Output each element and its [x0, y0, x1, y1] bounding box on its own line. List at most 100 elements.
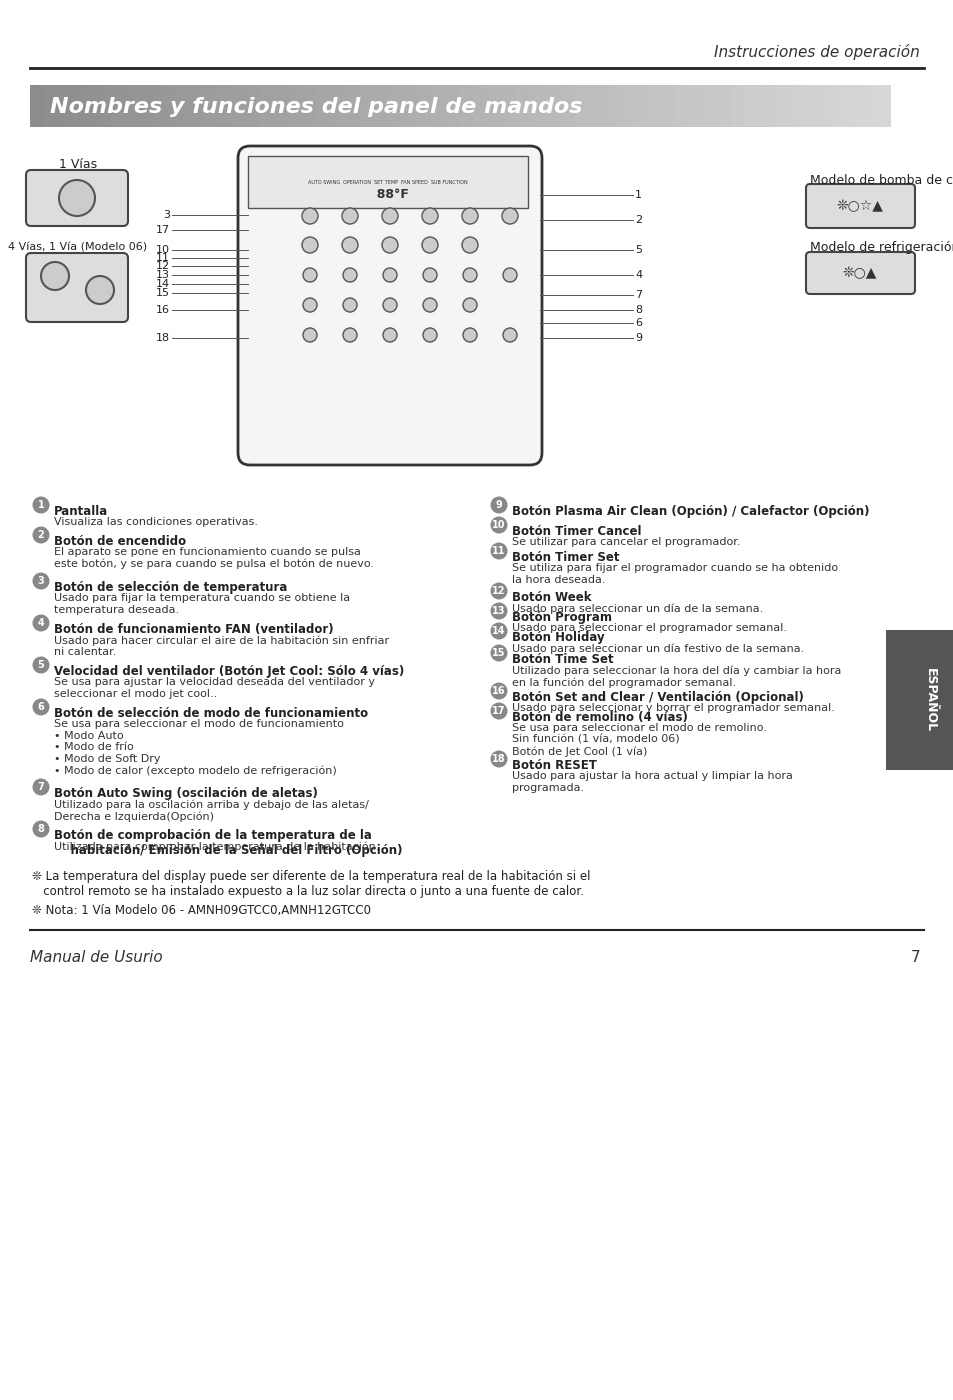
Circle shape [341, 209, 357, 224]
Text: Se utilizar para cancelar el programador.: Se utilizar para cancelar el programador… [512, 538, 740, 547]
Circle shape [421, 209, 437, 224]
Text: Visualiza las condiciones operativas.: Visualiza las condiciones operativas. [54, 517, 257, 526]
Text: 17: 17 [492, 707, 505, 717]
Bar [58, 85, 74, 127]
Bar [73, 85, 89, 127]
Bar [760, 85, 776, 127]
Circle shape [490, 644, 507, 662]
Text: 15: 15 [492, 648, 505, 658]
Bar [131, 85, 146, 127]
Text: 2: 2 [37, 531, 45, 540]
Text: Nombres y funciones del panel de mandos: Nombres y funciones del panel de mandos [50, 97, 582, 118]
Text: Pantalla: Pantalla [54, 505, 108, 518]
Text: Se usa para seleccionar el modo de funcionamiento
• Modo Auto
• Modo de frío
• M: Se usa para seleccionar el modo de funci… [54, 720, 343, 776]
Bar [231, 85, 246, 127]
Text: Botón Time Set: Botón Time Set [512, 652, 613, 666]
Bar [517, 85, 532, 127]
Bar [545, 85, 560, 127]
Bar [588, 85, 603, 127]
Text: Botón Set and Clear / Ventilación (Opcional): Botón Set and Clear / Ventilación (Opcio… [512, 692, 803, 704]
Bar [775, 85, 790, 127]
Circle shape [381, 237, 397, 253]
Bar [259, 85, 274, 127]
Text: 5: 5 [37, 661, 45, 671]
Text: Usado para seleccionar el programador semanal.: Usado para seleccionar el programador se… [512, 623, 786, 633]
Circle shape [303, 267, 316, 281]
Text: Usado para seleccionar un día festivo de la semana.: Usado para seleccionar un día festivo de… [512, 643, 803, 654]
Text: Botón Program: Botón Program [512, 610, 612, 624]
Text: 18: 18 [492, 755, 505, 764]
Bar [675, 85, 690, 127]
Text: Botón Week: Botón Week [512, 591, 591, 603]
Text: 3: 3 [37, 577, 45, 587]
FancyBboxPatch shape [805, 183, 914, 228]
Bar [316, 85, 332, 127]
Bar [660, 85, 676, 127]
Circle shape [341, 237, 357, 253]
Text: 8: 8 [37, 825, 45, 834]
Text: Botón Auto Swing (oscilación de aletas): Botón Auto Swing (oscilación de aletas) [54, 787, 317, 799]
Text: Modelo de refrigeración: Modelo de refrigeración [809, 241, 953, 255]
Bar [102, 85, 117, 127]
Circle shape [382, 298, 396, 312]
Circle shape [32, 699, 50, 715]
Bar [875, 85, 890, 127]
Bar [216, 85, 232, 127]
Circle shape [502, 267, 517, 281]
Text: 6: 6 [37, 703, 45, 713]
Bar [445, 85, 460, 127]
Circle shape [32, 820, 50, 837]
Circle shape [303, 328, 316, 342]
FancyBboxPatch shape [805, 252, 914, 294]
Circle shape [302, 237, 317, 253]
Circle shape [502, 328, 517, 342]
Bar [645, 85, 661, 127]
Text: 9: 9 [635, 333, 641, 343]
Bar [88, 85, 103, 127]
Bar [374, 85, 389, 127]
Text: Botón Timer Cancel: Botón Timer Cancel [512, 525, 640, 538]
Circle shape [32, 657, 50, 673]
Bar [602, 85, 618, 127]
Circle shape [32, 573, 50, 589]
Text: 12: 12 [155, 260, 170, 272]
Text: 3: 3 [163, 210, 170, 220]
Circle shape [382, 328, 396, 342]
Circle shape [490, 602, 507, 619]
Text: 10: 10 [156, 245, 170, 255]
Text: 4: 4 [635, 270, 641, 280]
FancyBboxPatch shape [237, 146, 541, 465]
Bar [559, 85, 575, 127]
Text: 14: 14 [155, 279, 170, 288]
Text: 8: 8 [635, 305, 641, 315]
Bar [288, 85, 303, 127]
Bar [732, 85, 747, 127]
Text: ❊ Nota: 1 Vía Modelo 06 - AMNH09GTCC0,AMNH12GTCC0: ❊ Nota: 1 Vía Modelo 06 - AMNH09GTCC0,AM… [32, 904, 371, 917]
Bar [345, 85, 360, 127]
Text: Usado para ajustar la hora actual y limpiar la hora
programada.: Usado para ajustar la hora actual y limp… [512, 771, 792, 792]
Bar [188, 85, 203, 127]
Bar [159, 85, 174, 127]
Bar [703, 85, 719, 127]
Circle shape [422, 267, 436, 281]
Circle shape [490, 703, 507, 720]
Circle shape [490, 623, 507, 640]
Text: 7: 7 [909, 951, 919, 965]
Text: 88°F: 88°F [367, 189, 408, 202]
Circle shape [86, 276, 113, 304]
Bar [689, 85, 704, 127]
Circle shape [343, 328, 356, 342]
Bar [245, 85, 260, 127]
Text: Botón de comprobación de la temperatura de la
    habitación/ Emisión de la Seña: Botón de comprobación de la temperatura … [54, 829, 402, 857]
Circle shape [490, 517, 507, 533]
Bar [617, 85, 633, 127]
Text: Utilizado para la oscilación arriba y debajo de las aletas/
Derecha e Izquierda(: Utilizado para la oscilación arriba y de… [54, 799, 369, 822]
Text: 1 Vías: 1 Vías [59, 158, 97, 172]
Text: 9: 9 [496, 501, 502, 511]
Bar [44, 85, 60, 127]
Text: ❊○☆▲: ❊○☆▲ [836, 199, 882, 213]
Text: ESPAÑOL: ESPAÑOL [923, 668, 936, 732]
Circle shape [462, 267, 476, 281]
Bar [502, 85, 517, 127]
Text: Velocidad del ventilador (Botón Jet Cool: Sólo 4 vías): Velocidad del ventilador (Botón Jet Cool… [54, 665, 404, 678]
